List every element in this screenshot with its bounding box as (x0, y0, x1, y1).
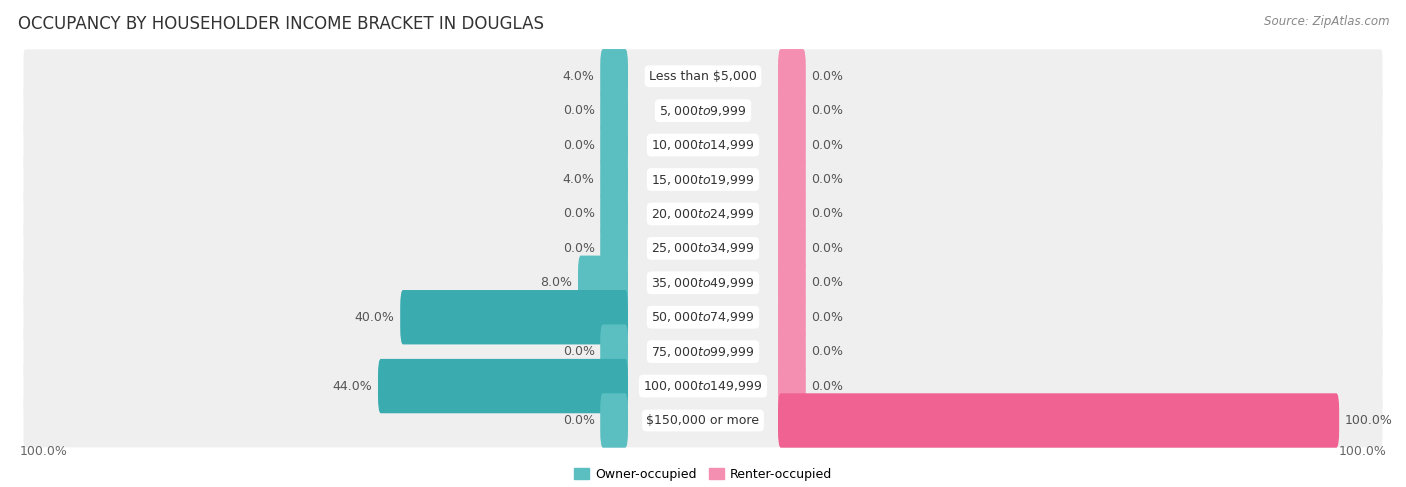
Text: $75,000 to $99,999: $75,000 to $99,999 (651, 345, 755, 358)
Text: 4.0%: 4.0% (562, 70, 595, 83)
Text: Less than $5,000: Less than $5,000 (650, 70, 756, 83)
Text: 0.0%: 0.0% (811, 139, 844, 151)
FancyBboxPatch shape (24, 118, 1382, 172)
Text: 0.0%: 0.0% (562, 345, 595, 358)
FancyBboxPatch shape (600, 118, 628, 172)
FancyBboxPatch shape (600, 393, 628, 448)
Text: $25,000 to $34,999: $25,000 to $34,999 (651, 242, 755, 255)
FancyBboxPatch shape (778, 393, 1339, 448)
FancyBboxPatch shape (24, 256, 1382, 310)
Text: Source: ZipAtlas.com: Source: ZipAtlas.com (1264, 15, 1389, 28)
FancyBboxPatch shape (24, 393, 1382, 448)
Text: 0.0%: 0.0% (562, 104, 595, 117)
FancyBboxPatch shape (24, 222, 1382, 275)
FancyBboxPatch shape (778, 152, 806, 206)
Text: 40.0%: 40.0% (354, 311, 395, 324)
FancyBboxPatch shape (778, 359, 806, 413)
FancyBboxPatch shape (600, 324, 628, 379)
Text: 0.0%: 0.0% (811, 276, 844, 289)
FancyBboxPatch shape (600, 83, 628, 138)
Text: 0.0%: 0.0% (562, 414, 595, 427)
Text: $20,000 to $24,999: $20,000 to $24,999 (651, 207, 755, 221)
FancyBboxPatch shape (778, 83, 806, 138)
Text: $100,000 to $149,999: $100,000 to $149,999 (644, 379, 762, 393)
Text: 0.0%: 0.0% (811, 379, 844, 393)
FancyBboxPatch shape (24, 84, 1382, 137)
Text: 0.0%: 0.0% (811, 173, 844, 186)
FancyBboxPatch shape (24, 187, 1382, 241)
Text: 0.0%: 0.0% (562, 242, 595, 255)
Text: 0.0%: 0.0% (811, 104, 844, 117)
FancyBboxPatch shape (24, 325, 1382, 378)
Text: 4.0%: 4.0% (562, 173, 595, 186)
Text: 0.0%: 0.0% (811, 242, 844, 255)
Text: $35,000 to $49,999: $35,000 to $49,999 (651, 276, 755, 290)
Text: 100.0%: 100.0% (1344, 414, 1392, 427)
FancyBboxPatch shape (778, 49, 806, 103)
FancyBboxPatch shape (600, 49, 628, 103)
FancyBboxPatch shape (24, 290, 1382, 344)
Text: 0.0%: 0.0% (811, 311, 844, 324)
Text: $150,000 or more: $150,000 or more (647, 414, 759, 427)
FancyBboxPatch shape (778, 324, 806, 379)
Text: 0.0%: 0.0% (562, 139, 595, 151)
FancyBboxPatch shape (600, 152, 628, 206)
Text: 0.0%: 0.0% (562, 207, 595, 221)
Text: 100.0%: 100.0% (20, 445, 67, 458)
FancyBboxPatch shape (600, 221, 628, 276)
Text: 0.0%: 0.0% (811, 70, 844, 83)
FancyBboxPatch shape (600, 187, 628, 241)
FancyBboxPatch shape (778, 118, 806, 172)
Text: 0.0%: 0.0% (811, 207, 844, 221)
Text: OCCUPANCY BY HOUSEHOLDER INCOME BRACKET IN DOUGLAS: OCCUPANCY BY HOUSEHOLDER INCOME BRACKET … (18, 15, 544, 33)
Text: 8.0%: 8.0% (540, 276, 572, 289)
FancyBboxPatch shape (778, 256, 806, 310)
FancyBboxPatch shape (24, 359, 1382, 413)
FancyBboxPatch shape (24, 152, 1382, 206)
FancyBboxPatch shape (378, 359, 628, 413)
Text: 44.0%: 44.0% (333, 379, 373, 393)
Text: $10,000 to $14,999: $10,000 to $14,999 (651, 138, 755, 152)
Legend: Owner-occupied, Renter-occupied: Owner-occupied, Renter-occupied (568, 463, 838, 486)
Text: 0.0%: 0.0% (811, 345, 844, 358)
Text: 100.0%: 100.0% (1339, 445, 1386, 458)
FancyBboxPatch shape (778, 290, 806, 344)
Text: $5,000 to $9,999: $5,000 to $9,999 (659, 104, 747, 118)
FancyBboxPatch shape (778, 187, 806, 241)
Text: $15,000 to $19,999: $15,000 to $19,999 (651, 172, 755, 187)
FancyBboxPatch shape (578, 256, 628, 310)
FancyBboxPatch shape (778, 221, 806, 276)
FancyBboxPatch shape (24, 49, 1382, 103)
Text: $50,000 to $74,999: $50,000 to $74,999 (651, 310, 755, 324)
FancyBboxPatch shape (401, 290, 628, 344)
